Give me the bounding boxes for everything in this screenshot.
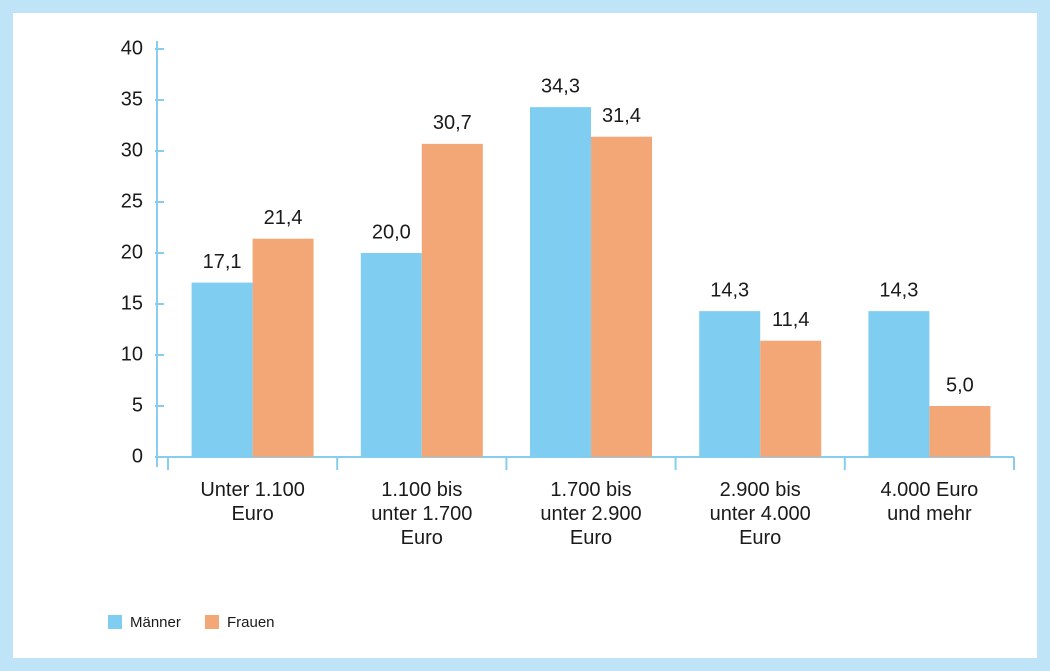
- bar: [699, 311, 761, 457]
- legend-swatch: [205, 615, 219, 629]
- bar: [421, 143, 483, 458]
- y-tick-label: 30: [121, 139, 143, 161]
- bar: [360, 253, 422, 457]
- bar: [191, 282, 253, 457]
- y-tick-label: 20: [121, 241, 143, 263]
- x-tick-label: 1.700 bis unter 2.900 Euro: [540, 479, 642, 549]
- value-label: 20,0: [372, 221, 411, 243]
- value-label: 14,3: [879, 279, 918, 301]
- y-tick-label: 0: [132, 445, 143, 467]
- y-tick-label: 5: [132, 394, 143, 416]
- legend-swatch: [108, 615, 122, 629]
- legend-label: Männer: [130, 614, 181, 631]
- legend-label: Frauen: [227, 614, 275, 631]
- value-label: 5,0: [946, 374, 974, 396]
- value-label: 31,4: [602, 105, 641, 127]
- y-tick-label: 40: [121, 37, 143, 59]
- y-tick-label: 10: [121, 343, 143, 365]
- bar: [591, 136, 652, 457]
- value-label: 17,1: [203, 251, 242, 273]
- y-tick-label: 25: [121, 190, 143, 212]
- x-tick-label: 4.000 Euro und mehr: [880, 479, 979, 525]
- bar: [760, 340, 822, 457]
- y-tick-label: 15: [121, 292, 143, 314]
- value-label: 34,3: [541, 75, 580, 97]
- bar: [252, 238, 314, 457]
- x-tick-label: 1.100 bis unter 1.700 Euro: [371, 479, 473, 549]
- bar: [530, 107, 591, 457]
- panel: [13, 13, 1037, 658]
- bar: [929, 406, 991, 457]
- x-tick-label: Unter 1.100 Euro: [200, 479, 305, 525]
- bar: [868, 311, 930, 457]
- value-label: 30,7: [433, 112, 472, 134]
- value-label: 14,3: [710, 279, 749, 301]
- x-tick-label: 2.900 bis unter 4.000 Euro: [709, 479, 811, 549]
- value-label: 11,4: [772, 309, 809, 331]
- y-tick-label: 35: [121, 88, 143, 110]
- value-label: 21,4: [264, 207, 303, 229]
